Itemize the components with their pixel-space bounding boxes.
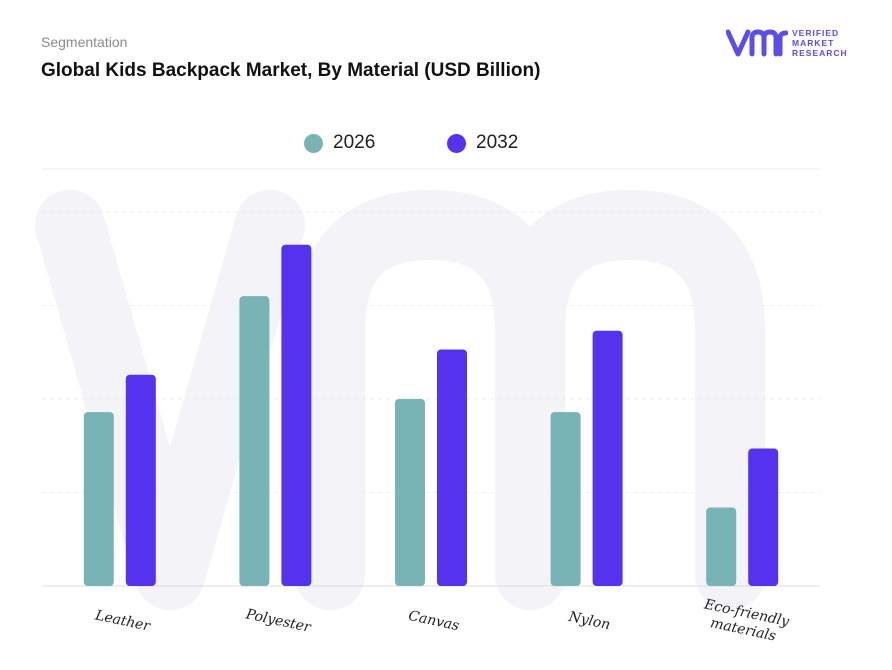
bar-2026-canvas: [395, 399, 425, 586]
bar-2026-nylon: [550, 412, 581, 586]
x-tick-label: Canvas: [407, 608, 461, 634]
segment-label: Segmentation: [41, 34, 128, 50]
legend-label-2032: 2032: [476, 132, 519, 153]
x-tick-label: Eco-friendlymaterials: [698, 596, 791, 647]
vmr-logo-text: VERIFIED MARKET RESEARCH: [792, 28, 848, 58]
logo-line-1: VERIFIED: [792, 28, 840, 38]
bar-2032-eco-friendly-materials: [748, 448, 779, 586]
bar-2026-leather: [83, 412, 114, 586]
bar-2032-polyester: [281, 244, 312, 586]
legend-item-2026[interactable]: 2026: [304, 132, 375, 154]
legend: 2026 2032: [0, 132, 892, 160]
legend-item-2032[interactable]: 2032: [447, 132, 518, 154]
logo-line-3: RESEARCH: [792, 48, 848, 58]
bar-2032-nylon: [592, 330, 623, 586]
legend-swatch-2026: [304, 133, 323, 153]
vmr-logo-icon: [726, 29, 788, 57]
x-tick-label: Polyester: [243, 606, 313, 636]
legend-swatch-2032: [447, 133, 466, 153]
x-tick-label: Leather: [93, 607, 153, 635]
bar-2032-canvas: [437, 349, 467, 586]
watermark-logo: [35, 190, 765, 610]
bar-2026-eco-friendly-materials: [706, 507, 737, 586]
bar-2026-polyester: [239, 296, 270, 586]
chart-title: Global Kids Backpack Market, By Material…: [41, 60, 541, 81]
bar-2032-leather: [125, 374, 156, 586]
vmr-logo: VERIFIED MARKET RESEARCH: [726, 26, 856, 60]
legend-label-2026: 2026: [333, 132, 376, 153]
logo-line-2: MARKET: [792, 38, 835, 48]
x-tick-label: Nylon: [566, 609, 611, 634]
